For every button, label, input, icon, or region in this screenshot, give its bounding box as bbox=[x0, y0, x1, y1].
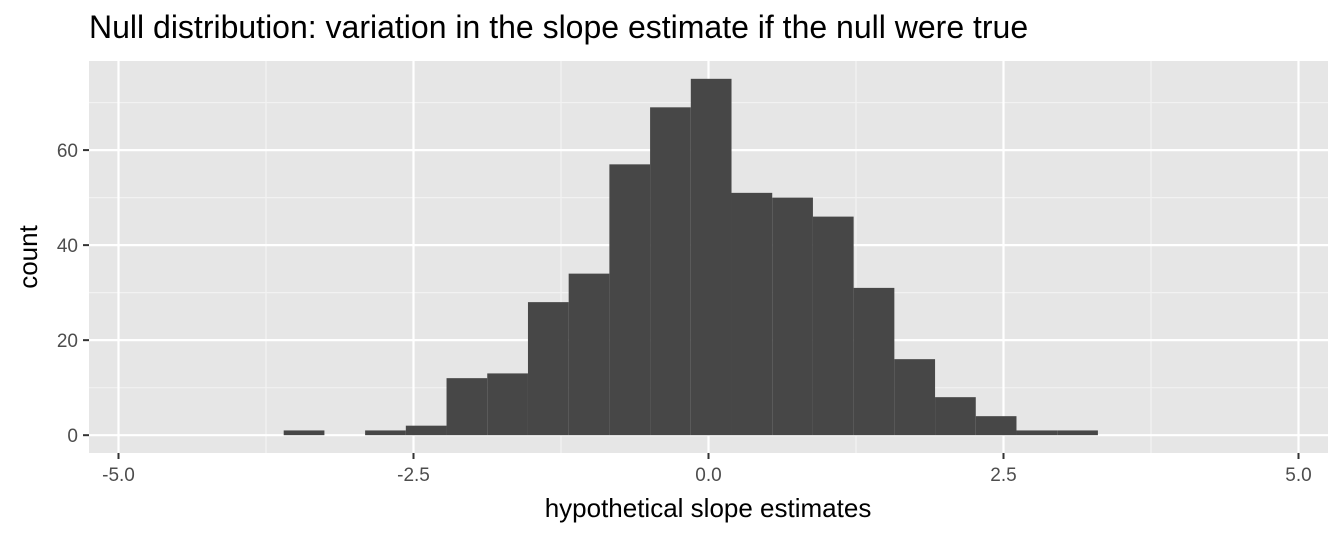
histogram-bar bbox=[975, 416, 1017, 436]
y-tick-label: 20 bbox=[57, 331, 78, 352]
histogram-bar bbox=[894, 359, 936, 436]
x-tick-label: -2.5 bbox=[397, 465, 430, 486]
histogram-bar bbox=[853, 287, 895, 436]
histogram-bar bbox=[365, 430, 406, 436]
histogram-bar bbox=[1016, 430, 1058, 436]
histogram-bar bbox=[812, 216, 854, 436]
histogram-bar bbox=[405, 425, 447, 436]
histogram-bars bbox=[283, 78, 1098, 436]
histogram-bar bbox=[446, 378, 488, 436]
chart-title: Null distribution: variation in the slop… bbox=[89, 9, 1028, 45]
histogram-bar bbox=[690, 78, 732, 436]
histogram-bar bbox=[1057, 430, 1098, 436]
x-tick-label: -5.0 bbox=[102, 465, 135, 486]
y-tick-label: 40 bbox=[57, 236, 78, 257]
x-tick-label: 5.0 bbox=[1285, 465, 1311, 486]
x-axis-title: hypothetical slope estimates bbox=[545, 493, 872, 523]
histogram-bar bbox=[568, 273, 610, 436]
histogram-bar bbox=[650, 107, 691, 436]
histogram-bar bbox=[283, 430, 325, 436]
y-axis: 0 20 40 60 bbox=[57, 141, 89, 447]
x-tick-label: 2.5 bbox=[990, 465, 1016, 486]
histogram-bar bbox=[487, 373, 528, 436]
x-tick-label: 0.0 bbox=[695, 465, 721, 486]
histogram-bar bbox=[935, 397, 976, 436]
histogram-bar bbox=[609, 164, 651, 436]
y-tick-label: 60 bbox=[57, 141, 78, 162]
histogram-bar bbox=[772, 197, 813, 436]
y-tick-label: 0 bbox=[67, 426, 78, 447]
histogram-bar bbox=[731, 192, 773, 436]
y-axis-title: count bbox=[13, 224, 43, 288]
x-axis: -5.0 -2.5 0.0 2.5 5.0 bbox=[102, 453, 1312, 486]
histogram-bar bbox=[527, 302, 569, 436]
